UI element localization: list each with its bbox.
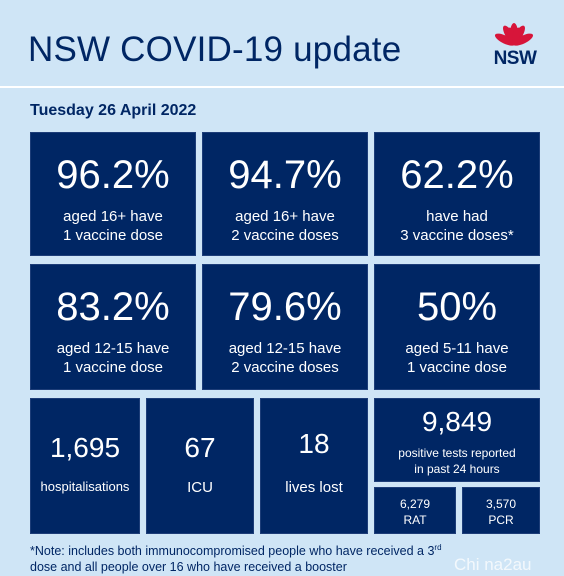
stat-value: 50% bbox=[416, 285, 498, 329]
stat-value: 6,279 bbox=[399, 497, 431, 511]
stat-label: hospitalisations bbox=[40, 479, 130, 494]
vaccination-card: 62.2% have had 3 vaccine doses* bbox=[374, 132, 540, 256]
stat-label: 3 vaccine doses* bbox=[400, 227, 514, 244]
stat-label: have had bbox=[426, 208, 488, 225]
vaccination-card: 50% aged 5-11 have 1 vaccine dose bbox=[374, 264, 540, 390]
deaths-card: 18 lives lost bbox=[260, 398, 368, 534]
stat-value: 96.2% bbox=[56, 153, 170, 197]
nsw-logo-text: NSW bbox=[493, 48, 537, 69]
stat-label: 1 vaccine dose bbox=[406, 359, 508, 376]
header: NSW COVID-19 update NSW bbox=[0, 0, 564, 86]
stat-value: 1,695 bbox=[49, 432, 121, 463]
stat-value: 3,570 bbox=[485, 497, 517, 511]
report-date: Tuesday 26 April 2022 bbox=[30, 102, 197, 119]
stat-label: lives lost bbox=[285, 479, 343, 496]
footnote-superscript: rd bbox=[434, 543, 442, 552]
vaccination-card: 83.2% aged 12-15 have 1 vaccine dose bbox=[30, 264, 196, 390]
pcr-card: 3,570 PCR bbox=[462, 487, 540, 534]
stat-label: aged 12-15 have bbox=[56, 340, 170, 357]
stat-label: 2 vaccine doses bbox=[231, 359, 339, 376]
stat-label: aged 16+ have bbox=[63, 208, 163, 225]
stat-label: RAT bbox=[403, 513, 427, 527]
stat-label: 1 vaccine dose bbox=[62, 359, 164, 376]
stat-value: 67 bbox=[184, 432, 216, 463]
footnote-line: dose and all people over 16 who have rec… bbox=[30, 560, 347, 575]
nsw-waratah-logo-icon bbox=[494, 23, 534, 46]
watermark: Chi na2au bbox=[454, 555, 532, 574]
stat-value: 83.2% bbox=[56, 285, 170, 329]
stat-value: 79.6% bbox=[228, 285, 342, 329]
stat-value: 9,849 bbox=[421, 406, 493, 437]
vaccination-card: 96.2% aged 16+ have 1 vaccine dose bbox=[30, 132, 196, 256]
stat-label: ICU bbox=[187, 479, 213, 496]
stat-label: aged 5-11 have bbox=[405, 340, 509, 357]
stat-value: 18 bbox=[298, 428, 330, 459]
rat-card: 6,279 RAT bbox=[374, 487, 456, 534]
header-divider bbox=[0, 86, 564, 88]
stat-label: 2 vaccine doses bbox=[231, 227, 339, 244]
vaccination-card: 79.6% aged 12-15 have 2 vaccine doses bbox=[202, 264, 368, 390]
stat-label: aged 16+ have bbox=[235, 208, 335, 225]
footnote-line: *Note: includes both immunocompromised p… bbox=[30, 544, 435, 559]
stat-value: 94.7% bbox=[228, 153, 342, 197]
icu-card: 67 ICU bbox=[146, 398, 254, 534]
stat-label: 1 vaccine dose bbox=[62, 227, 164, 244]
stat-value: 62.2% bbox=[400, 153, 514, 197]
footnote: *Note: includes both immunocompromised p… bbox=[30, 540, 530, 575]
hospitalisations-card: 1,695 hospitalisations bbox=[30, 398, 140, 534]
stat-label: positive tests reported bbox=[398, 446, 516, 460]
stat-label: in past 24 hours bbox=[414, 462, 500, 476]
stat-label: PCR bbox=[488, 513, 514, 527]
stat-label: aged 12-15 have bbox=[228, 340, 342, 357]
page-title: NSW COVID-19 update bbox=[28, 30, 402, 69]
vaccination-card: 94.7% aged 16+ have 2 vaccine doses bbox=[202, 132, 368, 256]
positive-tests-card: 9,849 positive tests reported in past 24… bbox=[374, 398, 540, 482]
